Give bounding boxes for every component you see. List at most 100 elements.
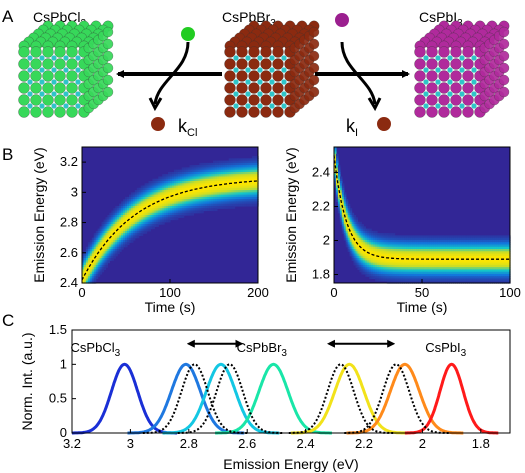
heatmap-cell — [121, 219, 124, 223]
cube-atom-small — [51, 55, 57, 61]
heatmap-cell — [406, 253, 409, 257]
cube-atom — [438, 46, 450, 58]
heatmap-cell — [91, 267, 95, 270]
heatmap-cell — [378, 273, 382, 277]
heatmap-cell — [425, 260, 429, 264]
heatmap-cell — [156, 205, 159, 209]
cube-atom — [498, 50, 510, 62]
heatmap-cell — [480, 271, 484, 275]
heatmap-cell — [160, 205, 163, 209]
heatmap-cell — [175, 215, 179, 218]
heatmap-cell — [422, 269, 425, 273]
cube-atom — [462, 70, 474, 82]
heatmap-cell — [256, 203, 259, 207]
heatmap-cell — [506, 255, 509, 259]
heatmap-cell — [152, 224, 155, 227]
heatmap-cell — [177, 169, 181, 173]
heatmap-cell — [168, 210, 171, 214]
heatmap-cell — [394, 258, 398, 261]
heatmap-cell — [175, 210, 179, 214]
heatmap-cell — [117, 215, 120, 218]
heatmap-cell — [216, 205, 220, 209]
heatmap-cell — [416, 264, 419, 268]
heatmap-cell — [183, 192, 187, 196]
heatmap-cell — [369, 276, 372, 280]
heatmap-cell — [207, 196, 210, 200]
heatmap-cell — [343, 210, 347, 214]
heatmap-cell — [179, 183, 183, 187]
heatmap-cell — [195, 171, 198, 175]
cube-atom — [30, 94, 42, 106]
heatmap-cell — [353, 217, 357, 221]
heatmap-cell — [232, 174, 236, 178]
heatmap-cell — [158, 217, 161, 221]
heatmap-cell — [220, 205, 224, 209]
heatmap-cell — [371, 267, 374, 270]
heatmap-cell — [445, 249, 449, 252]
heatmap-cell — [357, 224, 361, 227]
heatmap-cell — [105, 228, 109, 232]
heatmap-cell — [478, 264, 482, 268]
cube-atom-small — [447, 91, 453, 97]
heatmap-cell — [427, 269, 431, 273]
heatmap-cell — [482, 251, 486, 255]
heatmap-cell — [189, 183, 193, 187]
cube-atom — [308, 26, 320, 38]
heatmap-cell — [453, 262, 456, 266]
heatmap-cell — [109, 249, 112, 252]
heatmap-cell — [337, 174, 341, 178]
heatmap-cell — [238, 183, 241, 187]
heatmap-cell — [213, 167, 216, 171]
heatmap-cell — [400, 237, 404, 241]
heatmap-cell — [451, 249, 454, 252]
heatmap-cell — [455, 242, 458, 246]
emission-spectrum — [162, 362, 280, 435]
heatmap-cell — [95, 258, 99, 261]
heatmap-cell — [443, 253, 447, 257]
heatmap-cell — [386, 262, 390, 266]
heatmap-cell — [222, 201, 226, 205]
heatmap-cell — [224, 165, 228, 168]
heatmap-cell — [382, 273, 386, 277]
cube-atom-small — [423, 55, 429, 61]
heatmap-cell — [132, 226, 136, 230]
heatmap-cell — [504, 235, 507, 239]
heatmap-cell — [439, 235, 443, 239]
heatmap-cell — [502, 276, 505, 280]
heatmap-cell — [420, 260, 423, 264]
heatmap-cell — [126, 237, 130, 241]
heatmap-cell — [113, 253, 116, 257]
heatmap-cell — [128, 194, 132, 198]
heatmap-cell — [140, 210, 144, 214]
heatmap-cell — [502, 253, 505, 257]
heatmap-cell — [230, 165, 234, 168]
heatmap-cell — [339, 187, 343, 191]
heatmap-cell — [457, 239, 460, 243]
heatmap-cell — [166, 201, 169, 205]
heatmap-cell — [134, 221, 138, 225]
heatmap-cell — [382, 239, 386, 243]
heatmap-cell — [478, 258, 482, 261]
heatmap-cell — [152, 221, 155, 225]
heatmap-cell — [392, 269, 396, 273]
heatmap-cell — [359, 260, 362, 264]
heatmap-cell — [228, 183, 232, 187]
heatmap-cell — [334, 169, 337, 173]
heatmap-cell — [369, 244, 372, 248]
heatmap-cell — [105, 260, 109, 264]
cube-atom — [248, 70, 260, 82]
heatmap-cell — [396, 269, 400, 273]
heatmap-cell — [117, 237, 120, 241]
heatmap-cell — [203, 167, 206, 171]
heatmap-cell — [130, 217, 134, 221]
heatmap-cell — [191, 171, 195, 175]
x-tick-label: 2.4 — [297, 436, 315, 451]
heatmap-cell — [142, 192, 146, 196]
heatmap-cell — [472, 267, 476, 270]
heatmap-cell — [418, 262, 421, 266]
heatmap-cell — [445, 269, 449, 273]
heatmap-cell — [461, 253, 464, 257]
heatmap-cell — [494, 276, 497, 280]
heatmap-cell — [197, 167, 200, 171]
heatmap-cell — [400, 278, 404, 282]
